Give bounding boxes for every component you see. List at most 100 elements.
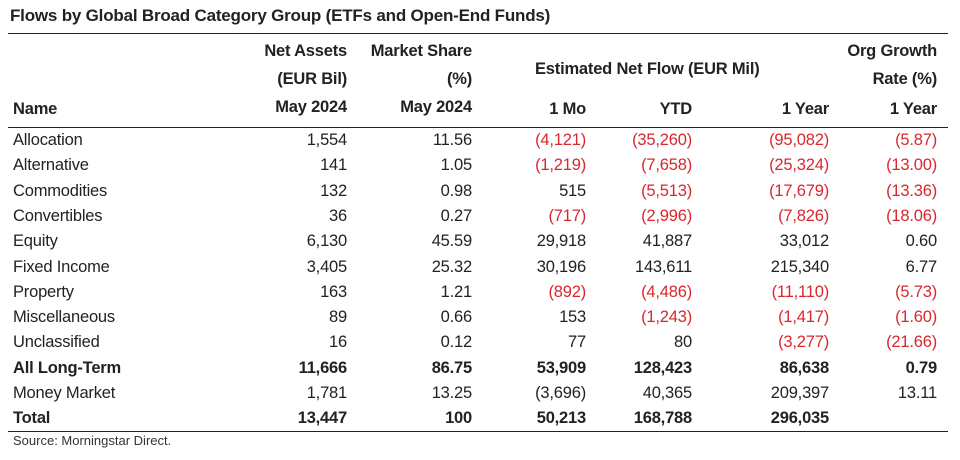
header-1mo: 1 Mo — [549, 100, 586, 118]
header-org-growth-2: Rate (%) — [872, 70, 938, 88]
row-flow-1year: (95,082) — [769, 131, 829, 149]
bottom-rule — [8, 431, 948, 432]
row-flow-1year: (11,110) — [771, 282, 830, 301]
header-ytd: YTD — [659, 100, 693, 118]
table-title: Flows by Global Broad Category Group (ET… — [10, 6, 551, 25]
row-org-growth: (13.00) — [886, 156, 937, 175]
table-row: Property 163 1.21 (892) (4,486) (11,110) (5.73… — [0, 280, 960, 305]
row-flow-1year: 86,638 — [779, 358, 829, 377]
table-row: Commodities 132 0.98 515 (5,513) (17,679) (13.… — [0, 179, 960, 204]
source-note: Source: Morningstar Direct. — [13, 433, 172, 448]
row-flow-1mo: 77 — [568, 333, 586, 352]
row-market-share: 0.12 — [440, 333, 473, 352]
row-flow-1mo: (1,219) — [535, 156, 586, 175]
table-row: Money Market 1,781 13.25 (3,696) 40,365 209,3… — [0, 381, 960, 406]
row-flow-1year: (25,324) — [769, 156, 829, 175]
row-org-growth: (21.66) — [886, 333, 937, 352]
row-name: Equity — [13, 232, 58, 251]
row-flow-ytd: 143,611 — [634, 257, 692, 276]
row-market-share: 1.05 — [440, 156, 473, 175]
table-row: Convertibles 36 0.27 (717) (2,996) (7,826) (18… — [0, 204, 960, 229]
table-row: Allocation 1,554 11.56 (4,121) (35,260) (95,0… — [0, 128, 960, 153]
header-net-assets-1: Net Assets — [264, 42, 347, 60]
row-net-assets: 163 — [320, 282, 347, 301]
table-row: Miscellaneous 89 0.66 153 (1,243) (1,417) (1.6… — [0, 305, 960, 330]
header-1year: 1 Year — [781, 100, 829, 118]
row-org-growth: (1.60) — [895, 308, 937, 327]
row-flow-ytd: (35,260) — [632, 131, 692, 149]
row-flow-1year: (3,277) — [778, 333, 829, 352]
row-flow-1mo: 515 — [559, 181, 586, 200]
row-org-growth: 0.79 — [905, 358, 938, 377]
header-name: Name — [13, 100, 58, 118]
row-flow-1year: (1,417) — [778, 308, 829, 327]
row-name: All Long-Term — [13, 358, 122, 377]
header-org-1year: 1 Year — [889, 100, 937, 118]
header-net-assets-2: (EUR Bil) — [277, 70, 347, 88]
row-net-assets: 132 — [320, 181, 347, 200]
row-flow-1year: 33,012 — [779, 232, 829, 251]
row-market-share: 25.32 — [431, 257, 472, 276]
row-flow-ytd: 41,887 — [642, 232, 692, 251]
row-name: Alternative — [13, 156, 89, 175]
table-row: All Long-Term 11,666 86.75 53,909 128,423 86,… — [0, 356, 960, 381]
table-row: Total 13,447 100 50,213 168,788 296,035 — [0, 406, 960, 431]
row-flow-1mo: (3,696) — [535, 384, 586, 402]
row-flow-ytd: 40,365 — [642, 384, 692, 402]
row-net-assets: 16 — [329, 333, 347, 352]
row-market-share: 0.27 — [440, 206, 473, 225]
top-rule — [8, 33, 948, 34]
row-org-growth: (18.06) — [886, 206, 937, 225]
row-flow-ytd: (5,513) — [641, 181, 692, 200]
row-org-growth: (13.36) — [886, 181, 937, 200]
row-flow-1mo: (717) — [548, 206, 586, 225]
header-estimated-net-flow: Estimated Net Flow (EUR Mil) — [535, 60, 760, 78]
row-flow-1year: (7,826) — [778, 206, 829, 225]
row-flow-1mo: 30,196 — [536, 257, 586, 276]
header-market-share-2: (%) — [446, 70, 472, 88]
table-row: Unclassified 16 0.12 77 80 (3,277) (21.66) — [0, 330, 960, 355]
row-market-share: 100 — [445, 409, 472, 428]
row-flow-1mo: (4,121) — [535, 131, 586, 149]
row-market-share: 0.66 — [440, 308, 473, 327]
row-market-share: 13.25 — [431, 384, 472, 402]
row-org-growth: (5.87) — [895, 131, 937, 149]
row-market-share: 45.59 — [431, 232, 472, 251]
row-flow-1mo: (892) — [548, 282, 586, 301]
row-flow-1mo: 153 — [559, 308, 586, 327]
row-net-assets: 11,666 — [298, 358, 348, 377]
row-name: Money Market — [13, 384, 116, 402]
header-market-share-1: Market Share — [370, 42, 472, 60]
row-net-assets: 1,554 — [306, 131, 347, 149]
row-name: Total — [13, 409, 51, 428]
row-net-assets: 141 — [320, 156, 347, 175]
header-net-assets-3: May 2024 — [275, 98, 347, 116]
row-flow-ytd: (7,658) — [641, 156, 692, 175]
row-name: Unclassified — [13, 333, 100, 352]
header-org-growth-1: Org Growth — [847, 42, 937, 60]
row-name: Property — [13, 282, 74, 301]
row-org-growth: 6.77 — [905, 257, 938, 276]
header-rule — [8, 127, 948, 128]
row-org-growth: (5.73) — [895, 282, 937, 301]
row-flow-1year: 296,035 — [770, 409, 829, 428]
row-market-share: 86.75 — [431, 358, 472, 377]
row-org-growth: 0.60 — [905, 232, 938, 251]
row-name: Allocation — [13, 131, 83, 149]
row-org-growth: 13.11 — [897, 384, 937, 402]
row-flow-1mo: 29,918 — [536, 232, 586, 251]
row-net-assets: 36 — [329, 206, 347, 225]
header-market-share-3: May 2024 — [400, 98, 472, 116]
row-flow-1year: 209,397 — [770, 384, 829, 402]
row-net-assets: 89 — [329, 308, 347, 327]
row-flow-ytd: 168,788 — [633, 409, 692, 428]
row-flow-ytd: (2,996) — [641, 206, 692, 225]
row-flow-1year: 215,340 — [770, 257, 829, 276]
row-flow-1year: (17,679) — [769, 181, 829, 200]
row-net-assets: 13,447 — [297, 409, 347, 428]
row-flow-1mo: 53,909 — [536, 358, 586, 377]
row-flow-ytd: 80 — [674, 333, 692, 352]
table-row: Equity 6,130 45.59 29,918 41,887 33,012 0.60 — [0, 229, 960, 254]
row-flow-ytd: (1,243) — [641, 308, 692, 327]
